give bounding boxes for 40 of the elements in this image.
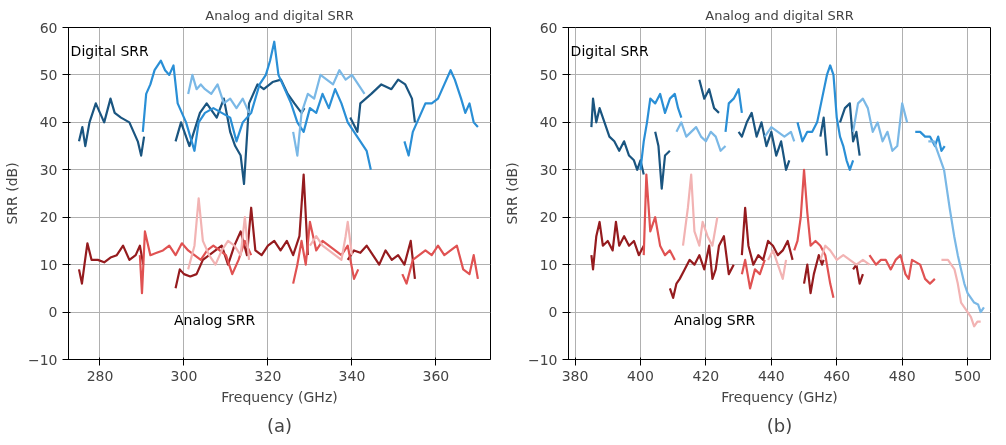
y-tick-label: 10	[39, 256, 58, 273]
x-tick-label: 480	[888, 367, 916, 384]
x-tick-label: 380	[561, 367, 589, 384]
y-tick-label: 30	[39, 161, 58, 178]
y-tick-label: 20	[539, 209, 558, 226]
y-tick-label: 50	[539, 66, 558, 83]
x-axis-title: Frequency (GHz)	[221, 388, 338, 405]
y-tick-label: 60	[539, 19, 558, 36]
x-tick-label: 320	[254, 367, 282, 384]
x-tick-label: 440	[757, 367, 785, 384]
x-tick-label: 280	[86, 367, 114, 384]
x-tick-label: 400	[627, 367, 654, 384]
y-tick-label: 0	[548, 304, 558, 321]
y-tick-label: 20	[39, 209, 58, 226]
x-tick-label: 460	[823, 367, 851, 384]
x-tick-label: 360	[422, 367, 450, 384]
y-tick-label: 10	[539, 256, 558, 273]
text: (a)	[266, 414, 293, 436]
y-tick-label: −10	[27, 351, 58, 368]
annotation: Analog SRR	[174, 311, 256, 328]
y-axis-title: SRR (dB)	[503, 162, 520, 225]
annotation: Analog SRR	[674, 311, 756, 328]
chart-title: Analog and digital SRR	[205, 7, 354, 23]
y-axis-title: SRR (dB)	[3, 162, 20, 225]
y-tick-label: 0	[48, 304, 58, 321]
annotation: Digital SRR	[70, 42, 150, 59]
y-tick-label: 60	[39, 19, 58, 36]
x-tick-label: 500	[954, 367, 981, 384]
y-tick-label: 40	[39, 114, 58, 131]
chart-title: Analog and digital SRR	[705, 7, 854, 23]
x-tick-label: 340	[338, 367, 366, 384]
x-axis-title: Frequency (GHz)	[721, 388, 838, 405]
annotation: Digital SRR	[570, 42, 650, 59]
y-tick-label: −10	[527, 351, 558, 368]
x-tick-label: 300	[170, 367, 198, 384]
y-tick-label: 30	[539, 161, 558, 178]
text: (b)	[766, 414, 793, 436]
y-tick-label: 50	[39, 66, 58, 83]
x-tick-label: 420	[692, 367, 720, 384]
y-tick-label: 40	[539, 114, 558, 131]
